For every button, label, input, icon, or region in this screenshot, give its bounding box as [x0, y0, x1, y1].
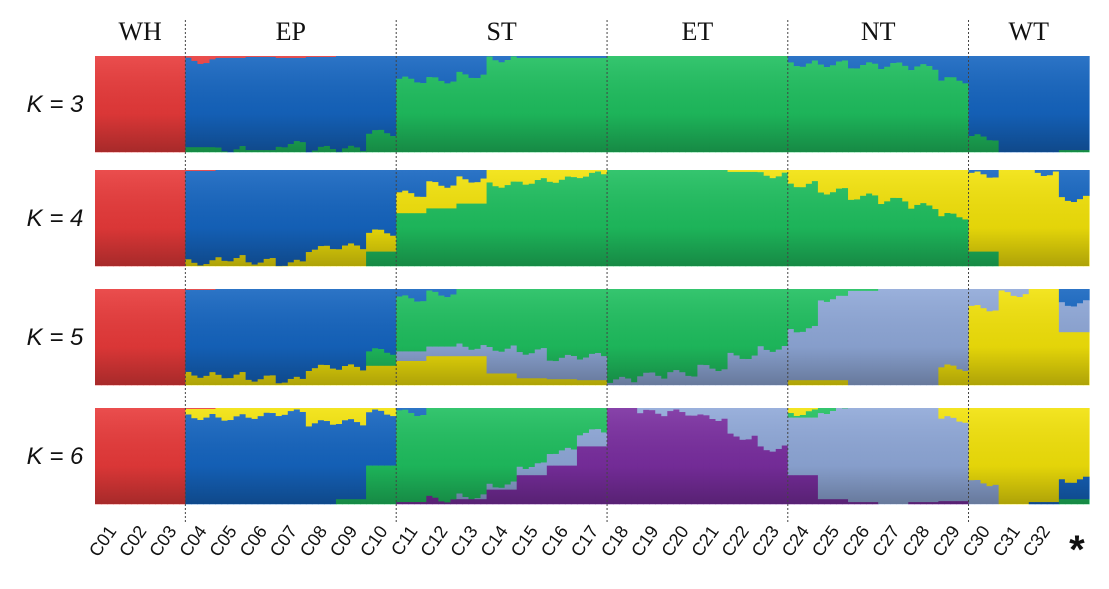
tick-label-c29: C29	[928, 522, 963, 561]
panel-shading-k6	[95, 408, 1089, 504]
tick-label-c31: C31	[989, 522, 1024, 561]
panel-k6	[95, 408, 1090, 505]
panel-k5	[95, 289, 1090, 386]
group-label-wh: WH	[119, 17, 163, 46]
tick-label-c07: C07	[266, 522, 301, 561]
tick-label-c27: C27	[868, 522, 903, 561]
k-labels: K = 3 K = 4 K = 5 K = 6	[27, 91, 84, 470]
tick-label-c13: C13	[446, 522, 481, 561]
k-label-6: K = 6	[27, 443, 84, 470]
group-labels: WH EP ST ET NT WT	[119, 17, 1050, 46]
tick-label-c08: C08	[296, 522, 331, 561]
tick-label-c12: C12	[416, 522, 451, 561]
tick-label-c23: C23	[748, 522, 783, 561]
tick-label-c30: C30	[959, 522, 994, 561]
panel-k4	[95, 170, 1090, 267]
panel-shading-k5	[95, 289, 1089, 385]
tick-label-c04: C04	[175, 522, 210, 561]
tick-label-c01: C01	[85, 522, 120, 561]
tick-label-c28: C28	[898, 522, 933, 561]
tick-label-c15: C15	[507, 522, 542, 561]
tick-label-c02: C02	[115, 522, 150, 561]
star-marker: *	[1069, 528, 1085, 572]
panel-shading-k3	[95, 56, 1089, 152]
tick-label-c19: C19	[627, 522, 662, 561]
tick-label-c05: C05	[205, 522, 240, 561]
tick-label-c11: C11	[387, 522, 422, 559]
group-label-et: ET	[682, 17, 714, 46]
group-label-nt: NT	[861, 17, 896, 46]
tick-label-c09: C09	[326, 522, 361, 561]
group-label-st: ST	[486, 17, 516, 46]
tick-label-c32: C32	[1019, 522, 1054, 561]
group-label-wt: WT	[1009, 17, 1050, 46]
k-label-5: K = 5	[27, 324, 84, 351]
tick-label-c17: C17	[567, 522, 602, 561]
tick-label-c24: C24	[778, 522, 813, 561]
tick-label-c06: C06	[236, 522, 271, 561]
tick-label-c10: C10	[356, 522, 391, 561]
tick-label-c21: C21	[687, 522, 722, 561]
tick-label-c25: C25	[808, 522, 843, 561]
tick-label-c20: C20	[657, 522, 692, 561]
group-label-ep: EP	[276, 17, 306, 46]
tick-label-c03: C03	[145, 522, 180, 561]
panel-shading-k4	[95, 170, 1089, 266]
tick-label-c22: C22	[718, 522, 753, 561]
k-label-3: K = 3	[27, 91, 84, 118]
tick-label-c18: C18	[597, 522, 632, 561]
sample-tick-labels: C01C02C03C04C05C06C07C08C09C10C11C12C13C…	[85, 522, 1085, 572]
panel-k3	[95, 56, 1090, 153]
tick-label-c26: C26	[838, 522, 873, 561]
k-label-4: K = 4	[27, 205, 84, 232]
structure-panels	[95, 56, 1090, 505]
tick-label-c16: C16	[537, 522, 572, 561]
tick-label-c14: C14	[477, 522, 512, 561]
